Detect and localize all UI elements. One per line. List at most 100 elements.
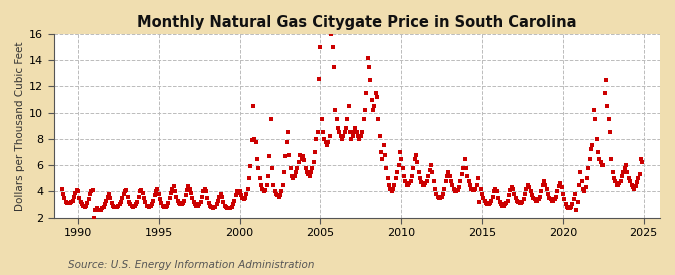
Point: [294, 160, 304, 165]
Point: [547, 198, 558, 203]
Point: [439, 186, 450, 191]
Point: [74, 196, 84, 200]
Point: [458, 166, 468, 170]
Point: [171, 194, 182, 199]
Point: [563, 206, 574, 211]
Point: [626, 183, 637, 187]
Point: [277, 183, 288, 187]
Point: [501, 201, 512, 205]
Point: [460, 166, 471, 170]
Point: [459, 156, 470, 161]
Point: [165, 191, 176, 195]
Point: [552, 189, 563, 194]
Point: [217, 194, 227, 199]
Point: [138, 196, 149, 200]
Point: [491, 189, 502, 194]
Point: [636, 156, 647, 161]
Point: [431, 192, 441, 196]
Point: [105, 196, 115, 200]
Point: [513, 200, 524, 204]
Point: [153, 192, 164, 196]
Point: [418, 183, 429, 187]
Point: [218, 200, 229, 204]
Point: [472, 176, 483, 180]
Point: [433, 196, 444, 200]
Point: [424, 168, 435, 172]
Point: [362, 55, 373, 60]
Point: [367, 108, 378, 112]
Point: [522, 183, 533, 187]
Point: [536, 189, 547, 194]
Point: [261, 183, 272, 187]
Point: [452, 188, 463, 192]
Point: [313, 130, 323, 134]
Point: [187, 196, 198, 200]
Point: [175, 202, 186, 207]
Point: [290, 174, 300, 178]
Point: [370, 91, 381, 95]
Point: [295, 152, 306, 157]
Point: [354, 137, 365, 141]
Point: [149, 193, 160, 197]
Point: [478, 196, 489, 200]
Point: [616, 179, 626, 183]
Point: [157, 204, 168, 208]
Point: [446, 179, 456, 183]
Point: [378, 143, 389, 148]
Point: [318, 130, 329, 134]
Text: Source: U.S. Energy Information Administration: Source: U.S. Energy Information Administ…: [68, 260, 314, 270]
Point: [545, 197, 556, 201]
Point: [560, 202, 571, 207]
Point: [327, 45, 338, 49]
Point: [454, 185, 464, 190]
Point: [451, 189, 462, 194]
Point: [237, 196, 248, 200]
Point: [562, 205, 572, 209]
Point: [252, 156, 263, 161]
Point: [509, 192, 520, 196]
Point: [495, 202, 506, 207]
Point: [599, 91, 610, 95]
Point: [383, 183, 394, 187]
Point: [406, 174, 417, 178]
Point: [87, 188, 98, 192]
Point: [576, 179, 587, 183]
Point: [556, 185, 567, 190]
Point: [249, 137, 260, 141]
Point: [219, 204, 230, 208]
Point: [221, 205, 232, 209]
Point: [593, 150, 603, 154]
Point: [186, 191, 196, 195]
Point: [271, 192, 281, 196]
Point: [240, 196, 250, 200]
Point: [528, 196, 539, 200]
Point: [253, 166, 264, 170]
Point: [196, 194, 207, 199]
Point: [281, 139, 292, 144]
Point: [215, 192, 226, 196]
Point: [279, 169, 290, 174]
Point: [498, 204, 509, 208]
Point: [310, 150, 321, 154]
Point: [259, 189, 269, 194]
Point: [521, 186, 532, 191]
Point: [574, 183, 585, 187]
Point: [292, 166, 303, 170]
Point: [464, 183, 475, 187]
Point: [136, 188, 146, 192]
Point: [321, 139, 331, 144]
Point: [222, 206, 233, 211]
Point: [121, 188, 132, 192]
Point: [559, 197, 570, 201]
Point: [211, 202, 222, 207]
Point: [62, 201, 73, 205]
Point: [206, 205, 217, 209]
Point: [163, 201, 173, 205]
Point: [192, 204, 203, 208]
Point: [369, 104, 379, 108]
Point: [578, 186, 589, 191]
Point: [595, 160, 606, 165]
Point: [178, 201, 188, 205]
Point: [70, 191, 80, 195]
Point: [130, 202, 141, 207]
